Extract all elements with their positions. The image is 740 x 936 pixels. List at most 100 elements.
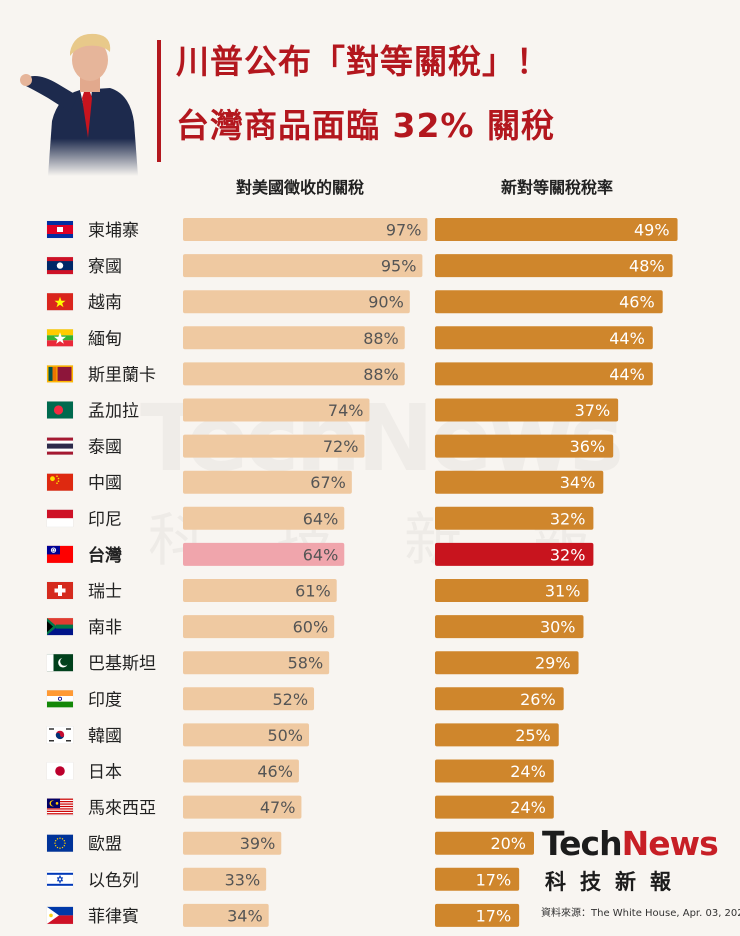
right-bar-label: 25%	[515, 726, 551, 745]
country-label: 緬甸	[88, 329, 122, 349]
left-bar	[183, 506, 345, 530]
country-label: 巴基斯坦	[88, 654, 156, 674]
country-label: 韓國	[88, 726, 122, 746]
left-bar-label: 47%	[260, 798, 296, 817]
myanmar-flag-icon	[46, 329, 74, 347]
header: 川普公布「對等關稅」！ 台灣商品面臨 32% 關稅	[0, 0, 740, 176]
right-bar	[435, 831, 534, 855]
right-bar-label: 48%	[629, 257, 665, 276]
right-bar	[435, 218, 678, 241]
right-bar	[435, 506, 594, 530]
eu-flag-icon	[46, 834, 74, 852]
right-column-header: 新對等關稅稅率	[500, 178, 613, 197]
left-bar-label: 61%	[295, 582, 331, 601]
left-bar-label: 33%	[225, 870, 261, 889]
source-note: 資料來源：The White House, Apr. 03, 2025	[541, 908, 740, 919]
left-bar-label: 72%	[323, 437, 359, 456]
right-bar-label: 29%	[535, 654, 571, 673]
left-bar	[183, 362, 405, 386]
laos-flag-icon	[46, 256, 74, 275]
country-label: 台灣	[88, 545, 122, 566]
right-bar	[435, 579, 589, 602]
country-label: 以色列	[88, 871, 139, 891]
chart-row: 寮國 95% 48%	[46, 254, 673, 278]
right-bar	[435, 254, 673, 278]
right-bar	[435, 398, 619, 422]
china-flag-icon	[46, 473, 74, 491]
chart-row: 馬來西亞 47% 24%	[46, 795, 554, 819]
left-bar-label: 67%	[310, 473, 346, 492]
thailand-flag-icon	[46, 437, 74, 455]
left-bar-label: 88%	[363, 329, 399, 348]
left-bar	[183, 326, 405, 350]
right-bar-label: 46%	[619, 293, 655, 312]
vietnam-flag-icon	[46, 292, 74, 311]
bangladesh-flag-icon	[46, 401, 74, 419]
country-label: 馬來西亞	[88, 799, 156, 819]
chart-row: 緬甸 88% 44%	[46, 326, 653, 350]
chart-row: 巴基斯坦 58% 29%	[46, 651, 579, 675]
taiwan-flag-icon	[46, 545, 74, 564]
chart-row: 印尼 64% 32%	[46, 506, 594, 530]
left-bar-label: 60%	[293, 618, 329, 637]
country-label: 南非	[88, 618, 122, 638]
left-bar	[183, 470, 352, 494]
right-bar-label: 17%	[476, 870, 512, 889]
chart-row: 以色列 33% 17%	[46, 867, 520, 891]
logo-subtitle: 科技新報	[545, 870, 685, 894]
chart-row: 柬埔寨 97% 49%	[46, 218, 678, 241]
country-label: 斯里蘭卡	[88, 365, 156, 385]
left-bar	[183, 290, 410, 314]
left-bar	[183, 542, 345, 566]
chart-row: 南非 60% 30%	[46, 615, 584, 639]
left-bar-label: 88%	[363, 365, 399, 384]
technews-logo: TechNews 科技新報	[542, 824, 732, 904]
left-bar-label: 50%	[267, 726, 303, 745]
left-bar	[183, 831, 282, 855]
right-bar-label: 20%	[490, 834, 526, 853]
cambodia-flag-icon	[46, 220, 74, 239]
right-bar-label: 49%	[634, 221, 670, 240]
chart-row: 瑞士 61% 31%	[46, 579, 589, 602]
left-bar	[183, 254, 423, 278]
left-bar-label: 64%	[303, 545, 339, 564]
left-bar	[183, 687, 315, 711]
right-bar	[435, 903, 520, 927]
left-bar-label: 58%	[288, 654, 324, 673]
right-bar	[435, 687, 564, 711]
logo-news-text: News	[621, 824, 719, 863]
chart-row: 台灣 64% 32%	[46, 542, 594, 566]
chart-row: 歐盟 39% 20%	[46, 831, 534, 855]
right-bar-label: 17%	[476, 906, 512, 925]
left-bar-label: 95%	[381, 257, 417, 276]
right-bar	[435, 542, 594, 566]
left-bar	[183, 434, 365, 458]
left-bar-label: 34%	[227, 906, 263, 925]
indonesia-flag-icon	[46, 509, 74, 528]
left-bar-label: 74%	[328, 401, 364, 420]
logo-tech-text: Tech	[542, 824, 623, 863]
country-label: 歐盟	[88, 835, 122, 855]
south-africa-flag-icon	[46, 617, 74, 636]
right-bar-label: 32%	[550, 509, 586, 528]
country-label: 越南	[88, 293, 122, 313]
left-bar	[183, 867, 267, 891]
right-bar	[435, 362, 653, 386]
left-bar-label: 97%	[386, 221, 422, 240]
left-bar	[183, 903, 269, 927]
right-bar-label: 24%	[510, 762, 546, 781]
country-label: 印尼	[88, 510, 122, 530]
left-bar-label: 52%	[272, 690, 308, 709]
chart-row: 斯里蘭卡 88% 44%	[46, 362, 653, 386]
chart-row: 越南 90% 46%	[46, 290, 663, 314]
right-bar	[435, 326, 653, 350]
left-bar	[183, 615, 335, 639]
left-bar	[183, 759, 299, 783]
right-bar	[435, 290, 663, 314]
left-bar-label: 90%	[368, 293, 404, 312]
israel-flag-icon	[46, 870, 74, 889]
chart-row: 孟加拉 74% 37%	[46, 398, 619, 422]
left-bar-label: 64%	[303, 509, 339, 528]
south-korea-flag-icon	[46, 726, 74, 744]
